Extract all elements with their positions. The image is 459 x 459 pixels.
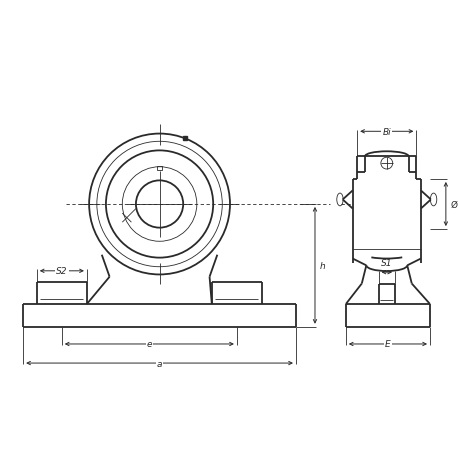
Text: Ø: Ø	[449, 200, 456, 209]
Text: S2: S2	[56, 267, 67, 276]
Text: Bi: Bi	[381, 128, 390, 136]
Text: e: e	[146, 340, 152, 349]
Text: h: h	[319, 261, 325, 270]
Text: S1: S1	[380, 258, 392, 267]
Text: a: a	[157, 359, 162, 368]
Text: E: E	[384, 340, 390, 349]
Bar	[157, 167, 162, 171]
